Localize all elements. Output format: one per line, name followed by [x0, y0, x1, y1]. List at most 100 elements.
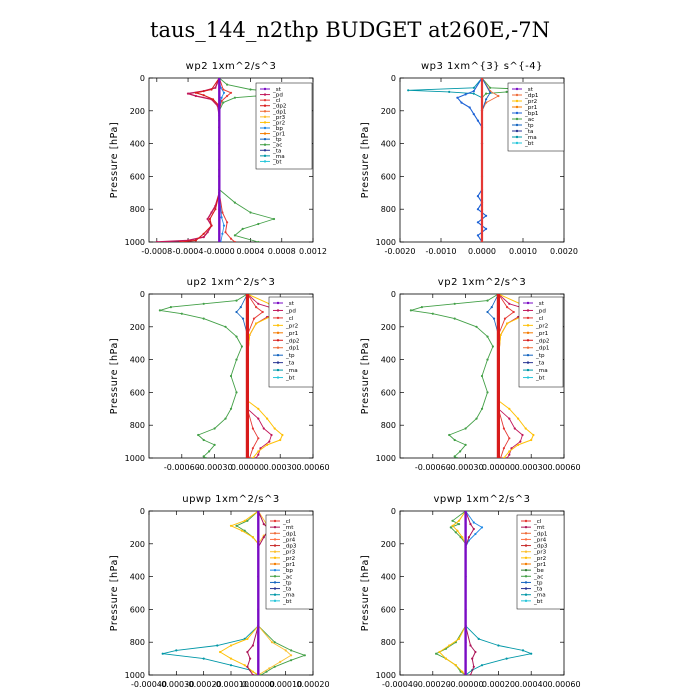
legend-marker: [263, 87, 267, 91]
data-point: [197, 433, 200, 437]
data-point: [233, 240, 236, 242]
data-point: [480, 407, 484, 410]
x-tick-label: -0.00060: [415, 463, 451, 472]
y-tick-label: 1000: [376, 671, 396, 680]
legend-entry: _dp1: [282, 531, 297, 537]
x-tick-label: 0.00060: [547, 463, 580, 472]
data-point: [255, 322, 258, 325]
data-point: [486, 358, 489, 361]
data-point: [431, 312, 434, 315]
legend-entry: _bt: [533, 599, 543, 605]
y-tick-label: 400: [381, 356, 396, 365]
legend-entry: _st: [285, 301, 295, 307]
data-point: [204, 456, 207, 458]
data-point: [246, 519, 249, 522]
legend-entry: _ma: [535, 368, 548, 374]
legend-entry: _tp: [282, 580, 292, 586]
legend-marker: [524, 519, 528, 523]
y-tick-label: 600: [130, 388, 145, 397]
data-point: [497, 391, 500, 394]
data-point: [468, 106, 471, 109]
data-point: [464, 641, 467, 644]
legend-entry: _dp1: [535, 346, 550, 352]
data-point: [508, 417, 511, 420]
data-point: [407, 89, 410, 92]
data-point: [480, 240, 484, 242]
data-point: [508, 437, 511, 440]
data-point: [480, 664, 484, 667]
legend-marker: [524, 575, 528, 578]
data-point: [206, 217, 209, 221]
series-group: [155, 78, 291, 242]
data-point: [216, 644, 219, 647]
legend-marker: [273, 581, 277, 584]
data-point: [438, 650, 441, 654]
legend-entry: _pr1: [285, 331, 299, 337]
x-tick-label: -0.00000: [448, 680, 484, 689]
data-point: [155, 240, 158, 242]
data-point: [472, 521, 475, 524]
legend-entry: _ac: [272, 143, 282, 149]
legend-entry: _pr2: [535, 323, 548, 329]
data-point: [471, 657, 474, 660]
data-point: [279, 438, 282, 442]
y-tick-label: 1000: [376, 238, 396, 247]
data-point: [524, 427, 527, 430]
legend-entry: _ac: [533, 574, 543, 580]
legend-marker: [524, 525, 528, 529]
legend-marker: [273, 538, 277, 541]
data-point: [451, 524, 454, 527]
data-point: [251, 670, 254, 673]
data-point: [508, 450, 511, 453]
y-axis-label: Pressure [hPa]: [109, 338, 120, 415]
data-point: [290, 649, 293, 652]
x-tick-label: 0.00060: [547, 680, 580, 689]
legend-entry: _cl: [272, 98, 281, 104]
legend-marker: [524, 538, 528, 541]
data-point: [448, 644, 451, 647]
data-point: [303, 654, 306, 657]
x-tick-label: 0.00030: [515, 463, 548, 472]
legend-entry: _pr2: [524, 99, 537, 105]
x-tick-label: -0.00020: [415, 680, 451, 689]
legend-marker: [263, 149, 267, 152]
data-point: [179, 240, 182, 242]
data-point: [521, 649, 525, 652]
data-point: [214, 208, 217, 211]
data-point: [240, 529, 243, 532]
data-point: [270, 433, 273, 437]
panel-3: up2 1xm^2/s^3 Pressure [hPa] 0 200 400 600 800…: [109, 277, 330, 472]
legend-marker: [526, 316, 530, 320]
legend-entry: _bt: [272, 159, 282, 165]
data-point: [219, 650, 222, 654]
y-tick-label: 200: [130, 323, 145, 332]
panel-1: wp2 1xm^2/s^3 Pressure [hPa] 0 200 400 600 800…: [109, 61, 327, 256]
data-point: [243, 529, 246, 532]
legend-entry: _ta: [285, 361, 294, 367]
data-point: [272, 217, 276, 221]
legend-marker: [273, 562, 277, 566]
legend-marker: [515, 93, 519, 97]
legend-entry: _cl: [282, 519, 291, 525]
y-tick-label: 600: [381, 172, 396, 181]
legend-marker: [276, 368, 280, 372]
data-point: [222, 224, 226, 227]
x-tick-label: 0.0004: [237, 247, 265, 256]
data-point: [202, 438, 205, 442]
data-point: [409, 309, 412, 312]
legend-box: [265, 514, 314, 610]
data-point: [435, 652, 438, 655]
y-tick-label: 400: [381, 573, 396, 582]
legend-entry: _dp1: [524, 93, 539, 99]
data-point: [474, 532, 477, 536]
y-tick-label: 0: [140, 507, 145, 516]
y-tick-label: 200: [130, 107, 145, 116]
legend-entry: _cl: [535, 316, 544, 322]
x-tick-label: 0.0000: [468, 247, 496, 256]
data-point: [480, 109, 484, 112]
legend-marker: [263, 143, 267, 146]
data-point: [229, 657, 233, 660]
legend-entry: _ac: [282, 574, 292, 580]
y-tick-label: 200: [130, 540, 145, 549]
